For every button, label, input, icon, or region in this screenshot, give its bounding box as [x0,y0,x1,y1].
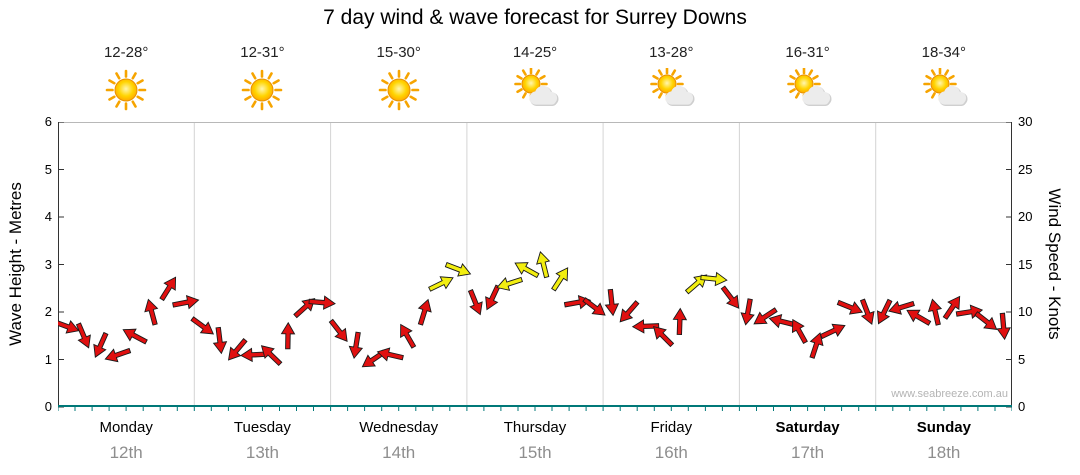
right-tick-label: 0 [1018,399,1026,414]
sun-cloud-icon [647,67,695,112]
left-tick-label: 3 [44,256,52,272]
left-tick-label: 4 [44,209,52,224]
date-label: 12th [109,443,143,462]
right-tick-label: 5 [1018,351,1026,367]
date-label: 15th [518,443,552,462]
day-label: Friday [650,419,693,436]
left-tick-label: 2 [44,304,52,319]
date-label: 14th [382,443,416,462]
temperature-range: 16-31° [785,44,830,61]
temperature-range: 12-31° [240,44,285,61]
temperature-range: 14-25° [512,44,558,61]
watermark: www.seabreeze.com.au [891,388,1008,400]
right-tick-label: 15 [1018,256,1033,272]
temperature-range: 18-34° [921,44,967,61]
date-label: 16th [654,443,688,462]
date-label: 13th [245,443,279,462]
date-label: 17th [791,443,825,462]
right-tick-label: 20 [1018,209,1033,224]
right-tick-label: 25 [1018,161,1033,177]
sun-cloud-icon [920,67,968,112]
sun-cloud-icon [784,67,832,112]
date-label: 18th [927,443,961,462]
left-tick-label: 0 [44,399,52,414]
temperature-range: 12-28° [103,44,149,61]
day-label: Saturday [775,419,840,436]
sun-cloud-icon [511,67,559,112]
sun-icon [102,68,150,112]
right-tick-label: 10 [1018,304,1033,319]
sun-icon [375,68,423,112]
temperature-range: 15-30° [376,44,421,61]
day-label: Monday [99,419,153,436]
left-tick-label: 5 [44,161,52,177]
right-tick-label: 30 [1018,114,1033,129]
day-label: Tuesday [233,419,291,436]
day-label: Wednesday [359,419,439,436]
left-tick-label: 1 [44,351,52,367]
wind-arrows-plot [58,122,1012,411]
temperature-range: 13-28° [649,44,694,61]
left-tick-label: 6 [44,114,52,129]
day-label: Sunday [916,419,971,436]
left-axis-title: Wave Height - Metres [6,182,25,346]
page-title: 7 day wind & wave forecast for Surrey Do… [323,6,747,29]
day-label: Thursday [503,419,567,436]
sun-icon [238,68,286,112]
